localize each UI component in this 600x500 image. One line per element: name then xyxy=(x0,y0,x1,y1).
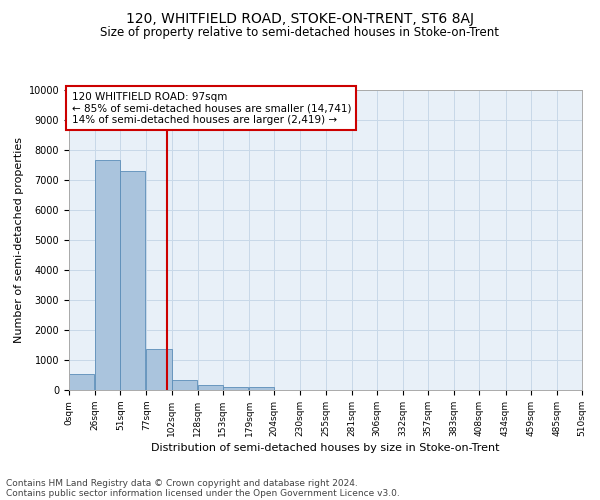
Text: 120, WHITFIELD ROAD, STOKE-ON-TRENT, ST6 8AJ: 120, WHITFIELD ROAD, STOKE-ON-TRENT, ST6… xyxy=(126,12,474,26)
Text: Size of property relative to semi-detached houses in Stoke-on-Trent: Size of property relative to semi-detach… xyxy=(101,26,499,39)
Text: 120 WHITFIELD ROAD: 97sqm
← 85% of semi-detached houses are smaller (14,741)
14%: 120 WHITFIELD ROAD: 97sqm ← 85% of semi-… xyxy=(71,92,351,124)
Bar xyxy=(69,374,94,390)
Bar xyxy=(223,386,248,390)
Y-axis label: Number of semi-detached properties: Number of semi-detached properties xyxy=(14,137,25,343)
Bar xyxy=(198,385,223,390)
Text: Contains public sector information licensed under the Open Government Licence v3: Contains public sector information licen… xyxy=(6,488,400,498)
Bar xyxy=(120,171,145,390)
Bar xyxy=(146,348,172,390)
Bar xyxy=(95,160,121,390)
Text: Contains HM Land Registry data © Crown copyright and database right 2024.: Contains HM Land Registry data © Crown c… xyxy=(6,478,358,488)
Bar xyxy=(172,380,197,390)
X-axis label: Distribution of semi-detached houses by size in Stoke-on-Trent: Distribution of semi-detached houses by … xyxy=(151,443,500,453)
Bar xyxy=(249,388,274,390)
